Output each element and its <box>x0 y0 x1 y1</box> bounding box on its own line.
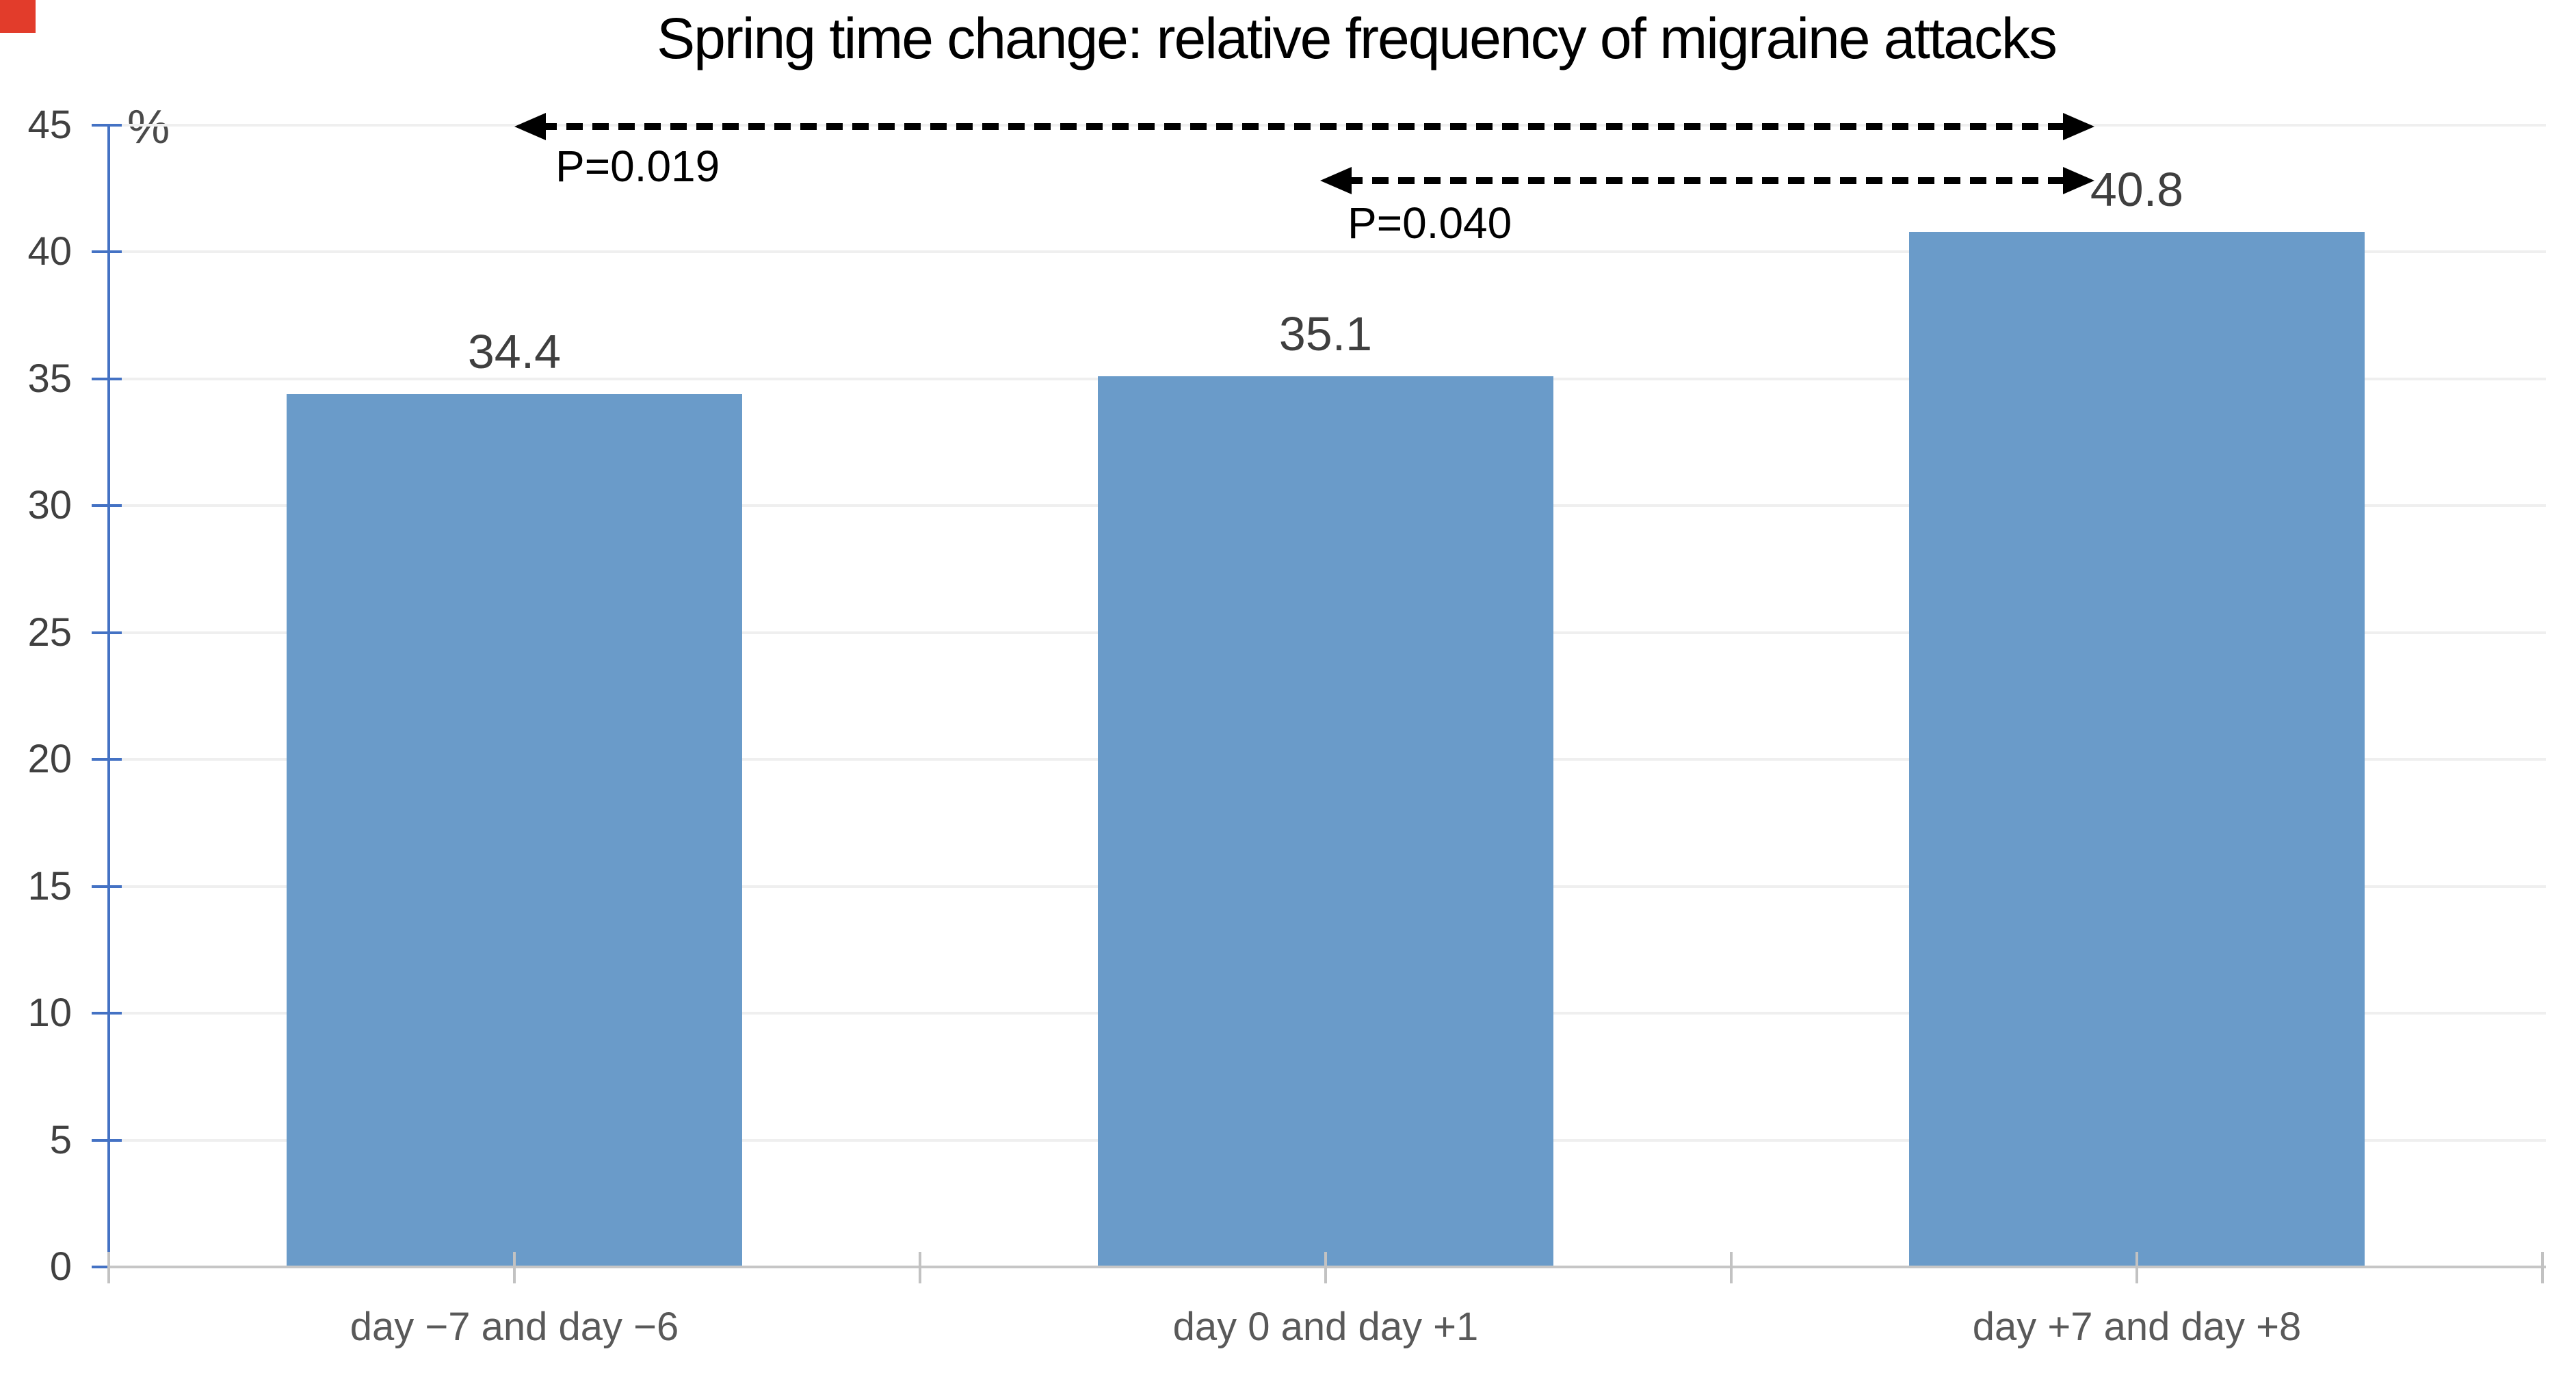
bar <box>1909 231 2365 1267</box>
y-tick-label: 45 <box>27 103 72 147</box>
x-axis-label: day 0 and day +1 <box>1172 1305 1479 1349</box>
x-tick <box>2541 1252 2544 1283</box>
y-tick <box>92 885 122 888</box>
bar <box>287 394 742 1267</box>
y-tick-label: 15 <box>27 863 72 908</box>
y-tick-label: 35 <box>27 356 72 401</box>
x-tick <box>2135 1252 2138 1283</box>
corner-marker <box>0 0 36 33</box>
y-tick <box>92 631 122 634</box>
x-tick <box>1730 1252 1733 1283</box>
y-tick <box>92 250 122 254</box>
bar-value-label: 35.1 <box>1278 307 1373 361</box>
y-tick-label: 40 <box>27 229 72 274</box>
dashed-line <box>540 123 2068 130</box>
bar-value-label: 34.4 <box>467 325 562 379</box>
y-tick <box>92 124 122 127</box>
p-value-label-2: P=0.040 <box>1348 198 1512 248</box>
y-tick-label: 30 <box>27 483 72 528</box>
x-tick <box>107 1252 110 1283</box>
x-tick <box>513 1252 516 1283</box>
y-tick <box>92 377 122 380</box>
chart-title: Spring time change: relative frequency o… <box>657 6 2058 70</box>
p-value-label-1: P=0.019 <box>555 142 720 191</box>
bar <box>1098 376 1553 1267</box>
bar-value-label: 40.8 <box>2090 162 2184 216</box>
arrowhead-right-icon <box>2063 113 2094 140</box>
arrowhead-right-icon <box>2063 167 2094 194</box>
y-tick-label: 0 <box>49 1244 72 1289</box>
y-tick-label: 10 <box>27 991 72 1036</box>
y-axis-unit-label: % <box>127 100 170 153</box>
y-tick-label: 5 <box>49 1117 72 1162</box>
x-axis-label: day −7 and day −6 <box>350 1305 679 1349</box>
x-tick <box>1324 1252 1327 1283</box>
y-tick-label: 25 <box>27 610 72 655</box>
y-tick <box>92 1138 122 1142</box>
significance-arrow-1: P=0.019 <box>514 113 2094 188</box>
x-tick <box>919 1252 921 1283</box>
y-tick <box>92 1012 122 1015</box>
y-tick <box>92 1266 109 1268</box>
y-tick-label: 20 <box>27 737 72 782</box>
y-tick <box>92 504 122 508</box>
significance-arrow-2: P=0.040 <box>1320 167 2094 245</box>
y-axis-line <box>107 125 110 1267</box>
x-axis-label: day +7 and day +8 <box>1972 1305 2302 1349</box>
y-tick <box>92 758 122 761</box>
gridline <box>109 250 2546 254</box>
dashed-line <box>1346 177 2068 184</box>
